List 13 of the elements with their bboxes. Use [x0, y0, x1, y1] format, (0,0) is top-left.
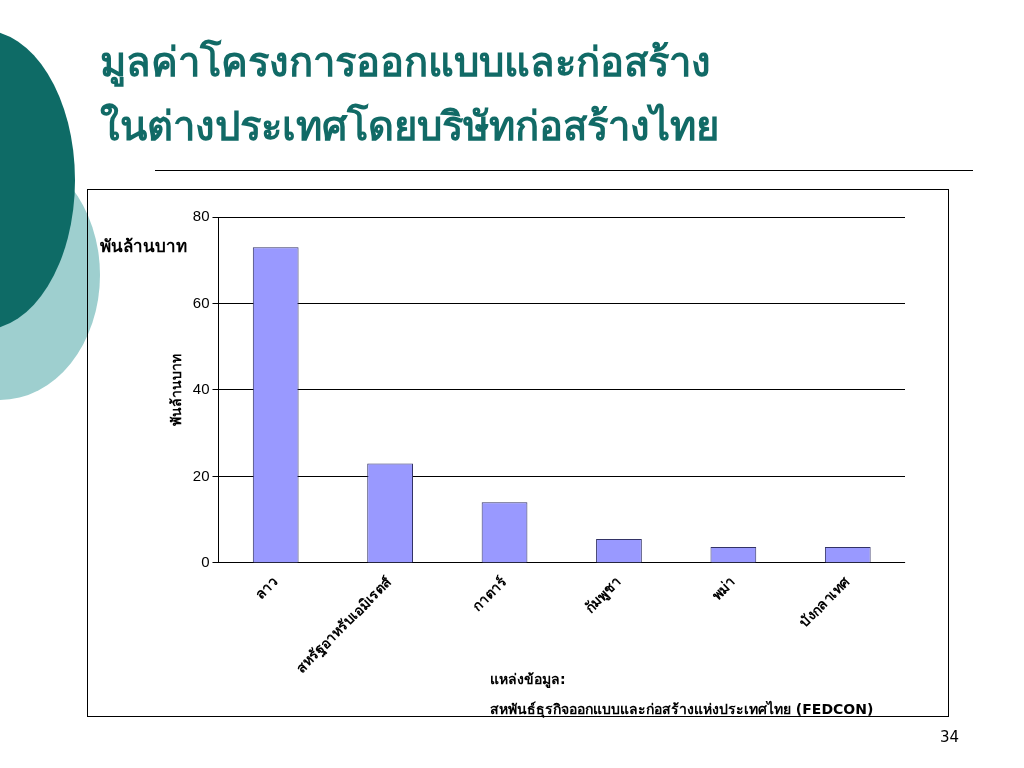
x-tick-label: ลาว [251, 573, 281, 603]
text: แหล่งข้อมูล: [490, 670, 566, 690]
y-tick-label: 20 [192, 466, 210, 484]
chart-title: มูลค่าโครงการออกแบบและก่อสร้าง ในต่างประเทศโดยบริษัทก่อสร้างไทย [100, 37, 719, 151]
y-axis-title: พันล้านบาท [168, 353, 185, 426]
y-tick-label: 40 [192, 380, 210, 398]
y-tick-label: 60 [192, 293, 210, 311]
y-tick-label: 0 [201, 553, 210, 571]
y-tick-label: 80 [192, 207, 210, 225]
text: สหพันธ์ธุรกิจออกแบบและก่อสร้างแห่งประเทศไทย (FEDCON) [490, 700, 874, 720]
text: 34 [940, 728, 960, 746]
text: พันล้านบาท [100, 235, 187, 258]
x-tick-label: พม่า [708, 573, 739, 604]
